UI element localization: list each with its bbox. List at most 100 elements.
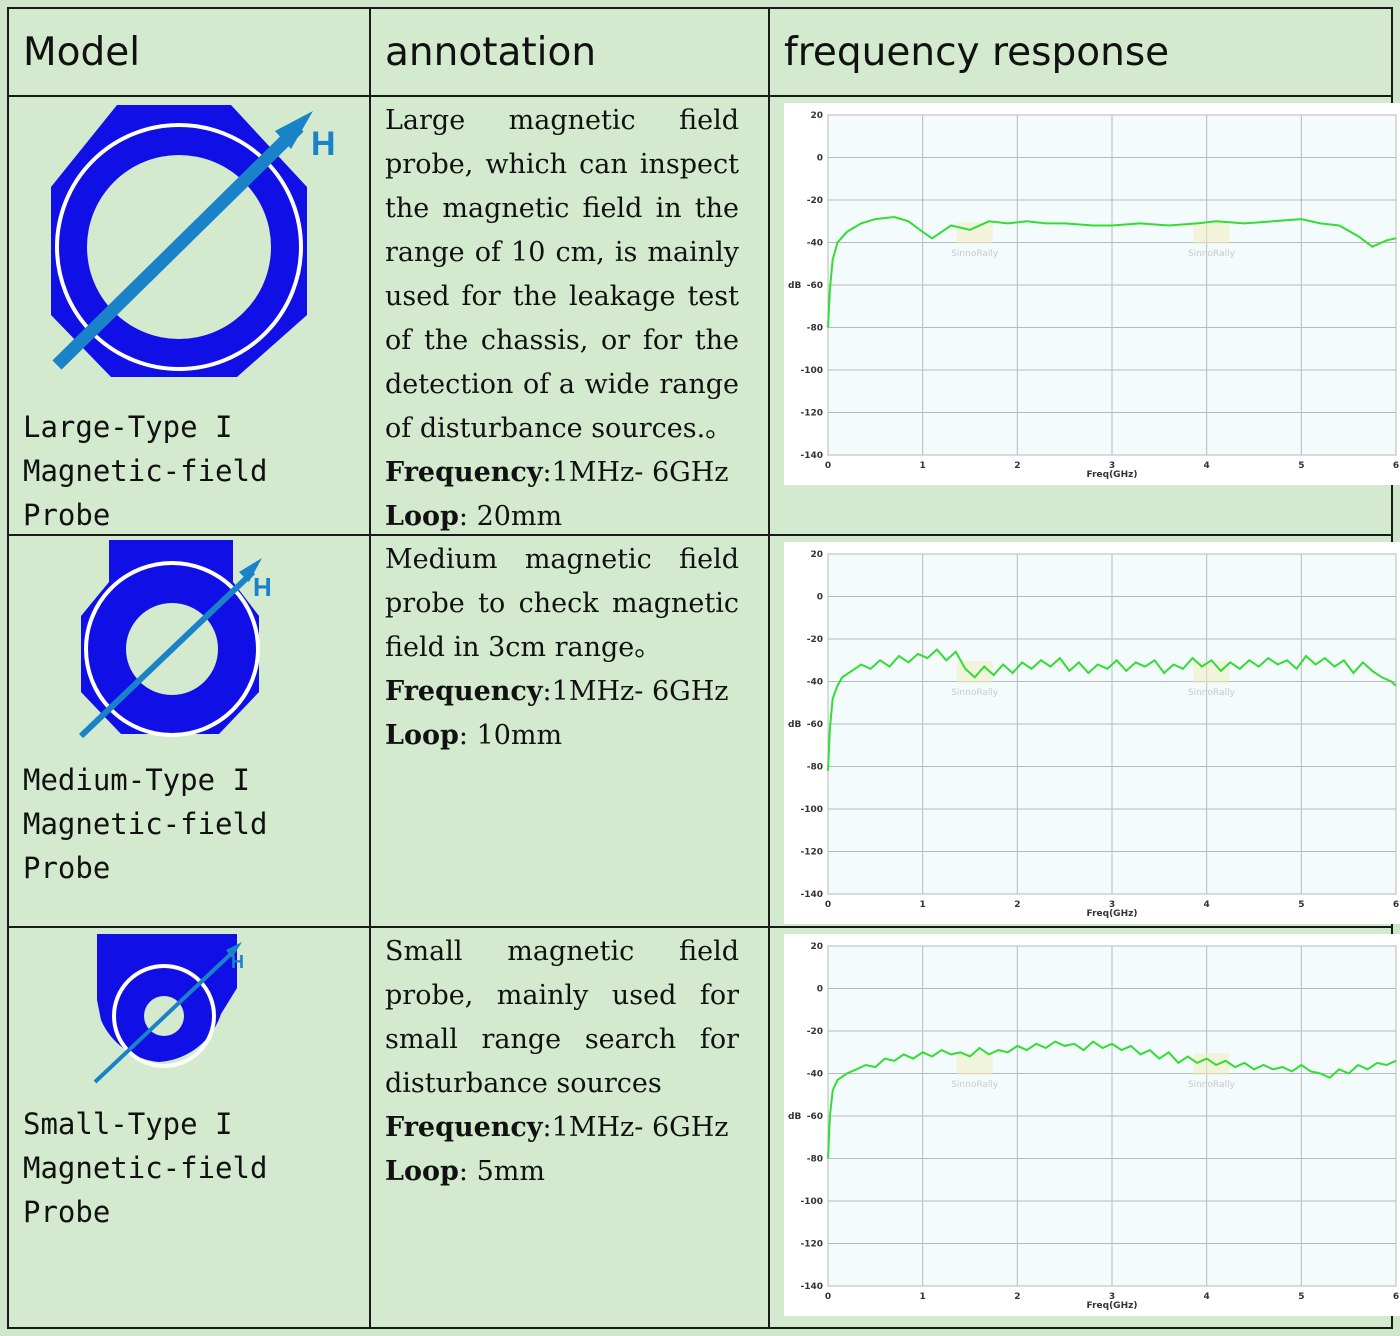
frequency-value: :1MHz- 6GHz [542,1112,729,1144]
loop-spec: Loop: 5mm [385,1150,739,1194]
y-tick-label: -20 [807,635,823,645]
frequency-response-cell: 0 1 2 3 4 5 6 20 0 -20 -40 -60 -80 -100 -120 -140 dB Freq… [768,533,1400,929]
frequency-spec: Frequency:1MHz- 6GHz [385,1106,739,1150]
x-tick-label: 3 [1109,1292,1115,1302]
y-tick-label: -80 [807,762,823,772]
watermark-text: SinnoRally [951,1081,999,1091]
x-axis-label: Freq(GHz) [1087,470,1138,480]
y-tick-label: -120 [800,1240,823,1250]
probe-description: Medium magnetic field probe to check mag… [385,543,739,663]
frequency-label: Frequency [385,675,543,707]
watermark-logo-icon [956,1053,993,1076]
x-tick-label: 2 [1014,461,1020,471]
y-axis-label: dB [788,1112,801,1122]
y-tick-label: -140 [800,451,823,461]
y-tick-label: -100 [800,805,823,815]
watermark-text: SinnoRally [1188,249,1236,259]
watermark-text: SinnoRally [951,249,999,259]
annotation-cell: Large magnetic field probe, which can in… [369,95,770,536]
watermark-logo-icon [1193,1053,1230,1076]
frequency-response-chart: 0 1 2 3 4 5 6 20 0 -20 -40 -60 -80 -100 -120 -140 dB Freq… [784,934,1400,1317]
header-model: Model [7,6,371,98]
frequency-response-plot: 0 1 2 3 4 5 6 20 0 -20 -40 -60 -80 -100 -120 -140 dB Freq… [788,550,1399,919]
loop-label: Loop [385,1156,459,1188]
y-tick-label: -120 [800,409,823,419]
model-name: Small-Type I Magnetic-field Probe [23,1107,268,1230]
x-tick-label: 2 [1014,1292,1020,1302]
y-tick-label: 0 [817,154,823,164]
x-tick-label: 5 [1298,900,1304,910]
y-tick-label: 20 [810,111,823,121]
y-tick-label: 20 [810,942,823,952]
table-row: H Medium-Type I Magnetic-field Probe Med… [7,533,1400,929]
x-tick-label: 4 [1204,1292,1210,1302]
x-tick-label: 6 [1393,461,1399,471]
watermark-logo-icon [956,222,993,245]
x-axis-label: Freq(GHz) [1087,1301,1138,1311]
probe-description: Small magnetic field probe, mainly used … [385,936,739,1100]
probe-spec-table: Model annotation frequency response H La… [7,6,1400,1329]
probe-h-label: H [231,952,244,972]
medium-probe-icon: H [78,539,272,738]
x-tick-label: 0 [825,1292,831,1302]
frequency-response-cell: 0 1 2 3 4 5 6 20 0 -20 -40 -60 -80 -100 -120 -140 dB Freq… [768,95,1400,536]
y-tick-label: -100 [800,366,823,376]
loop-value: : 20mm [458,501,563,533]
frequency-spec: Frequency:1MHz- 6GHz [385,670,739,714]
y-axis-label: dB [788,281,801,291]
y-tick-label: -20 [807,196,823,206]
loop-value: : 10mm [458,719,563,751]
y-tick-label: -60 [807,1112,823,1122]
y-axis-label: dB [788,720,801,730]
x-tick-label: 3 [1109,900,1115,910]
header-annotation: annotation [369,6,770,98]
y-tick-label: -40 [807,677,823,687]
y-tick-label: -60 [807,281,823,291]
frequency-label: Frequency [385,1112,543,1144]
x-tick-label: 6 [1393,900,1399,910]
response-curve [827,216,1397,328]
y-tick-label: 0 [817,985,823,995]
y-tick-label: -80 [807,324,823,334]
annotation-block: Small magnetic field probe, mainly used … [385,930,739,1194]
response-curve [827,647,1397,771]
model-cell: H Large-Type I Magnetic-field Probe [7,95,371,536]
frequency-value: :1MHz- 6GHz [542,675,729,707]
annotation-cell: Small magnetic field probe, mainly used … [369,926,770,1329]
loop-spec: Loop: 20mm [385,495,739,539]
y-tick-label: 0 [817,592,823,602]
loop-label: Loop [385,719,459,751]
x-tick-label: 2 [1014,900,1020,910]
model-cell: H Small-Type I Magnetic-field Probe [7,926,371,1329]
x-tick-label: 1 [920,461,926,471]
y-tick-label: -60 [807,720,823,730]
x-tick-label: 1 [920,900,926,910]
frequency-response-plot: 0 1 2 3 4 5 6 20 0 -20 -40 -60 -80 -100 -120 -140 dB Freq… [788,111,1399,480]
frequency-response-chart: 0 1 2 3 4 5 6 20 0 -20 -40 -60 -80 -100 -120 -140 dB Freq… [784,541,1400,924]
probe-h-label: H [311,125,336,163]
watermark-text: SinnoRally [1188,1081,1236,1091]
probe-description: Large magnetic field probe, which can in… [385,105,739,445]
frequency-response-plot: 0 1 2 3 4 5 6 20 0 -20 -40 -60 -80 -100 -120 -140 dB Freq… [788,942,1399,1311]
y-tick-label: -40 [807,239,823,249]
table-row: H Large-Type I Magnetic-field Probe Larg… [7,95,1400,536]
y-tick-label: -120 [800,847,823,857]
watermark-text: SinnoRally [1188,688,1236,698]
frequency-spec: Frequency:1MHz- 6GHz [385,451,739,495]
header-row: Model annotation frequency response [7,6,1393,98]
x-tick-label: 3 [1109,461,1115,471]
y-tick-label: -80 [807,1155,823,1165]
x-tick-label: 5 [1298,1292,1304,1302]
small-probe-icon: H [93,934,244,1084]
y-tick-label: 20 [810,550,823,560]
probe-h-label: H [253,572,272,602]
x-tick-label: 4 [1204,900,1210,910]
y-tick-label: -140 [800,1282,823,1292]
model-name: Large-Type I Magnetic-field Probe [23,410,268,533]
watermark-logo-icon [1193,222,1230,245]
large-probe-icon: H [51,105,336,378]
loop-spec: Loop: 10mm [385,714,739,758]
annotation-cell: Medium magnetic field probe to check mag… [369,533,770,929]
frequency-value: :1MHz- 6GHz [542,457,729,489]
x-tick-label: 4 [1204,461,1210,471]
